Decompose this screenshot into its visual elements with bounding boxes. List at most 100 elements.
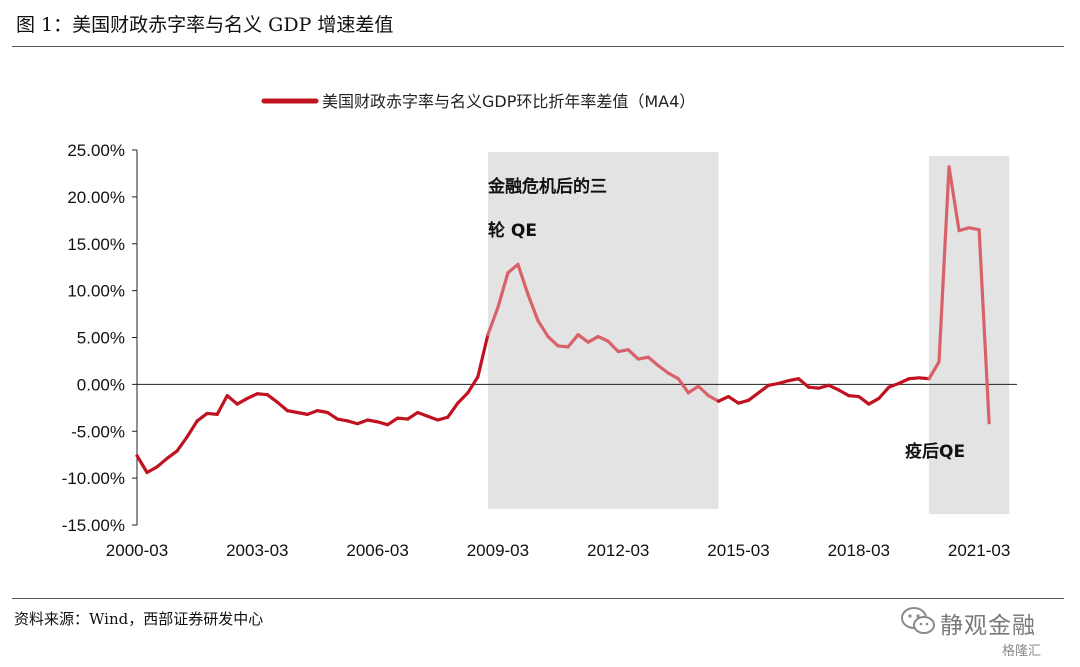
series-segment <box>376 420 390 427</box>
series-segment <box>977 228 991 425</box>
watermark: 静观金融 格隆汇 <box>900 600 1070 660</box>
legend: 美国财政赤字率与名义GDP环比折年率差值（MA4） <box>261 92 695 111</box>
annotation-covid-qe: 疫后QE <box>905 441 965 462</box>
series-segment <box>927 360 941 381</box>
series-segment <box>456 391 470 405</box>
tick-labels: 25.00% 20.00% 15.00% 10.00% 5.00% 0.00% -5.00%… <box>62 141 1011 560</box>
series-segment <box>867 396 881 406</box>
series-segment <box>586 334 600 344</box>
series-segment <box>526 292 540 323</box>
bottom-rule <box>12 598 1064 599</box>
x-tick-label: 2018-03 <box>828 541 890 560</box>
legend-label: 美国财政赤字率与名义GDP环比折年率差值（MA4） <box>322 92 695 111</box>
series-segment <box>776 379 791 386</box>
series-segment <box>957 226 971 233</box>
series-segment <box>135 454 149 475</box>
y-tick-label: -15.00% <box>62 516 125 535</box>
series-segment <box>756 383 771 395</box>
x-tick-label: 2021-03 <box>948 541 1010 560</box>
series-segment <box>155 456 169 469</box>
series-segment <box>736 398 751 405</box>
series-segment <box>726 394 741 405</box>
series-segment <box>406 410 420 421</box>
series-segment <box>787 377 801 383</box>
series-segment <box>235 396 249 406</box>
series-segment <box>917 376 931 381</box>
series-segment <box>265 393 279 404</box>
shaded-region-1 <box>487 152 719 509</box>
series-segment <box>766 381 781 387</box>
y-tick-label: 25.00% <box>67 141 125 160</box>
series-segment <box>636 355 650 361</box>
series-segment <box>195 411 209 423</box>
y-tick-label: -10.00% <box>62 469 125 488</box>
series-segment <box>576 333 590 344</box>
y-tick-label: 5.00% <box>77 329 125 348</box>
figure-title: 图 1：美国财政赤字率与名义 GDP 增速差值 <box>16 14 394 36</box>
series-segment <box>345 419 360 426</box>
series-segment <box>877 385 891 401</box>
series-segment <box>275 400 289 413</box>
series-segment <box>566 333 580 349</box>
series-segment <box>516 262 530 296</box>
series-segment <box>857 394 871 406</box>
series-segment <box>827 383 841 392</box>
series-segment <box>967 226 981 232</box>
series-segment <box>145 465 159 475</box>
series-segment <box>295 410 310 416</box>
series-segment <box>807 385 821 390</box>
series-segment <box>305 409 320 416</box>
series-segment <box>365 418 380 424</box>
x-tick-label: 2000-03 <box>106 541 168 560</box>
series-segment <box>285 409 299 415</box>
series-segment <box>335 417 350 423</box>
series-segment <box>546 334 560 348</box>
series-segment <box>666 371 680 381</box>
series-segment <box>486 305 500 337</box>
wechat-icon <box>901 607 935 634</box>
series-segment <box>396 416 410 421</box>
series-segment <box>686 384 701 395</box>
series-segment <box>656 364 670 375</box>
series-segment <box>436 415 450 422</box>
source-note: 资料来源：Wind，西部证券研发中心 <box>14 610 264 628</box>
watermark-sub: 格隆汇 <box>1002 644 1042 659</box>
x-tick-label: 2006-03 <box>346 541 408 560</box>
axes <box>132 149 1017 526</box>
series-segment <box>837 388 851 398</box>
series-segment <box>716 394 731 403</box>
series-segment <box>165 449 179 461</box>
series-segment <box>245 392 259 401</box>
series-segment <box>646 355 660 368</box>
shaded-regions <box>487 152 1010 514</box>
series-segment <box>847 394 861 399</box>
series-segment <box>536 319 550 339</box>
series-segment <box>706 394 721 403</box>
series-segment <box>355 418 370 426</box>
series-segment <box>386 416 400 427</box>
series-lines <box>135 165 991 475</box>
series-segment <box>797 377 811 389</box>
series-segment <box>696 384 711 398</box>
y-tick-label: 0.00% <box>77 375 125 394</box>
watermark-text: 静观金融 <box>940 613 1036 639</box>
series-segment <box>225 394 239 406</box>
y-tick-label: -5.00% <box>71 422 125 441</box>
series-segment <box>616 348 630 354</box>
x-tick-label: 2012-03 <box>587 541 649 560</box>
series-segment <box>887 381 901 389</box>
series-segment <box>596 334 610 343</box>
series-segment <box>897 377 911 386</box>
series-segment <box>446 401 460 419</box>
series-segment <box>676 377 690 395</box>
x-tick-label: 2003-03 <box>226 541 288 560</box>
annotation-qe-line2: 轮 QE <box>488 220 537 241</box>
y-tick-label: 10.00% <box>67 282 125 301</box>
top-rule <box>12 46 1064 47</box>
series-segment <box>476 333 490 379</box>
x-tick-label: 2015-03 <box>707 541 769 560</box>
x-tick-label: 2009-03 <box>467 541 529 560</box>
series-segment <box>907 376 921 381</box>
annotation-qe-line1: 金融危机后的三 <box>487 176 607 197</box>
shaded-region-2 <box>928 156 1010 514</box>
